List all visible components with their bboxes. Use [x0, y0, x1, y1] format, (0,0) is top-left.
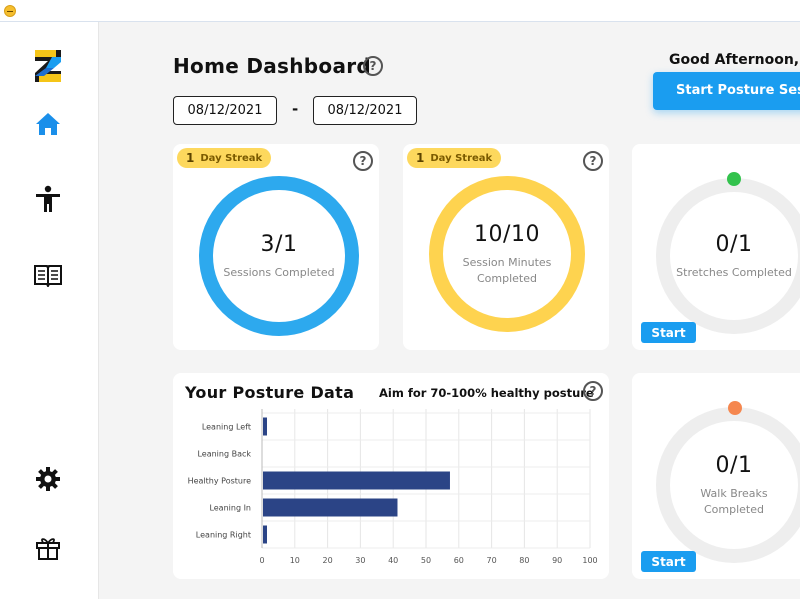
- posture-bar: [263, 525, 267, 544]
- date-to-input[interactable]: 08/12/2021: [313, 96, 417, 125]
- walk-breaks-label: Walk Breaks Completed: [700, 486, 768, 516]
- gear-icon[interactable]: [32, 463, 64, 495]
- help-icon[interactable]: ?: [363, 56, 383, 76]
- greeting-text: Good Afternoon, Yo: [669, 52, 800, 68]
- category-label: Leaning Left: [202, 423, 251, 432]
- posture-bar-chart: 0 10 20 30 40 50 60 70 80 90 100 Leaning Left Leanin…: [188, 409, 598, 565]
- x-tick-label: 0: [259, 556, 264, 565]
- book-icon[interactable]: [32, 259, 64, 291]
- streak-badge: 1 Day Streak: [407, 148, 502, 168]
- sessions-card: 1 Day Streak ? 3/1 Sessions Completed: [173, 144, 379, 350]
- help-icon[interactable]: ?: [353, 151, 373, 171]
- page-title: Home Dashboard: [173, 54, 372, 78]
- minimize-window-icon[interactable]: [4, 5, 16, 17]
- x-tick-label: 60: [454, 556, 464, 565]
- category-label: Healthy Posture: [188, 477, 251, 486]
- help-icon[interactable]: ?: [583, 381, 603, 401]
- category-label: Leaning In: [209, 504, 251, 513]
- walk-breaks-card: 0/1 Walk Breaks Completed Start: [632, 373, 800, 579]
- session-minutes-card: 1 Day Streak ? 10/10 Session Minutes Com…: [403, 144, 609, 350]
- minutes-progress-ring: 10/10 Session Minutes Completed: [429, 176, 585, 332]
- minutes-label: Session Minutes Completed: [462, 255, 552, 285]
- stretches-progress-ring: 0/1 Stretches Completed: [656, 178, 800, 334]
- stretches-value: 0/1: [715, 231, 753, 257]
- start-walk-break-button[interactable]: Start: [641, 551, 696, 572]
- walk-breaks-progress-ring: 0/1 Walk Breaks Completed: [656, 407, 800, 563]
- z-logo-icon: [32, 50, 64, 82]
- stretches-label: Stretches Completed: [676, 265, 792, 279]
- x-tick-label: 70: [487, 556, 497, 565]
- stretches-progress-dot: [727, 172, 741, 186]
- minutes-value: 10/10: [474, 221, 540, 247]
- streak-label: Day Streak: [200, 152, 263, 164]
- date-range-separator: -: [292, 100, 299, 118]
- x-tick-label: 50: [421, 556, 431, 565]
- gift-icon[interactable]: [32, 532, 64, 564]
- streak-count: 1: [186, 151, 195, 165]
- x-tick-label: 90: [552, 556, 562, 565]
- x-tick-label: 10: [290, 556, 300, 565]
- x-tick-label: 40: [388, 556, 398, 565]
- walk-breaks-progress-dot: [728, 401, 742, 415]
- date-from-input[interactable]: 08/12/2021: [173, 96, 277, 125]
- streak-count: 1: [416, 151, 425, 165]
- x-tick-label: 100: [582, 556, 597, 565]
- x-tick-label: 30: [355, 556, 365, 565]
- sessions-progress-ring: 3/1 Sessions Completed: [199, 176, 359, 336]
- x-tick-label: 20: [323, 556, 333, 565]
- category-label: Leaning Right: [196, 531, 251, 540]
- posture-aim-text: Aim for 70-100% healthy posture: [379, 386, 594, 400]
- posture-person-icon[interactable]: [32, 183, 64, 215]
- sessions-value: 3/1: [260, 231, 298, 257]
- window-titlebar: [0, 0, 800, 22]
- posture-data-card: Your Posture Data Aim for 70-100% health…: [173, 373, 609, 579]
- category-label: Leaning Back: [197, 450, 251, 459]
- posture-bar: [263, 498, 398, 517]
- streak-label: Day Streak: [430, 152, 493, 164]
- walk-breaks-value: 0/1: [715, 452, 753, 478]
- sessions-label: Sessions Completed: [223, 265, 335, 279]
- streak-badge: 1 Day Streak: [177, 148, 272, 168]
- help-icon[interactable]: ?: [583, 151, 603, 171]
- sidebar: [0, 22, 99, 599]
- start-stretches-button[interactable]: Start: [641, 322, 696, 343]
- posture-bar: [263, 471, 450, 490]
- stretches-card: 0/1 Stretches Completed Start: [632, 144, 800, 350]
- start-posture-session-button[interactable]: Start Posture Sessi: [653, 72, 800, 110]
- posture-bar: [263, 417, 267, 436]
- x-tick-label: 80: [519, 556, 529, 565]
- main-content: Home Dashboard ? Good Afternoon, Yo Star…: [99, 22, 800, 599]
- home-icon[interactable]: [32, 108, 64, 140]
- posture-data-title: Your Posture Data: [185, 383, 355, 402]
